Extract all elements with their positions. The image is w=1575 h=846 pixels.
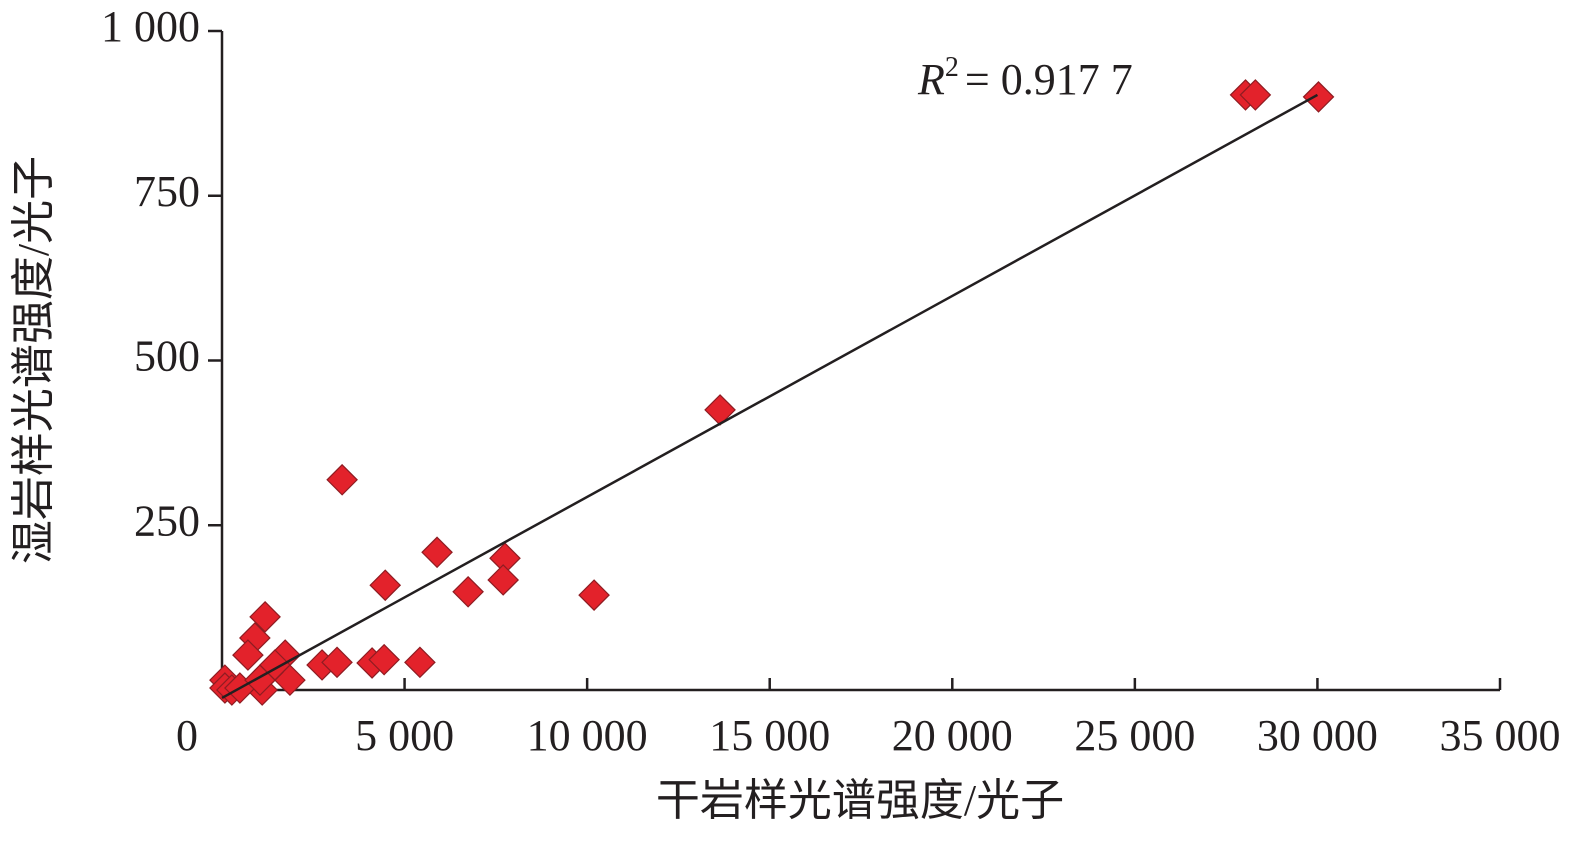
annotation-text: = 0.917 7: [965, 55, 1133, 104]
x-tick-label: 20 000: [892, 711, 1013, 760]
point: [1239, 79, 1272, 111]
y-axis-label: 湿岩样光谱强度/光子: [9, 156, 58, 564]
point: [232, 639, 264, 671]
x-tick-label: 25 000: [1074, 711, 1195, 760]
point: [249, 601, 281, 633]
point: [404, 646, 436, 679]
point: [578, 579, 610, 611]
annotation: R2 = 0.917 7: [917, 52, 1133, 104]
y-tick-label: 250: [134, 496, 200, 545]
point: [369, 569, 402, 602]
x-tick-label: 0: [176, 711, 198, 760]
y-tick-label: 1 000: [101, 2, 200, 51]
x-tick-label: 30 000: [1257, 711, 1378, 760]
x-axis-label: 干岩样光谱强度/光子: [656, 776, 1064, 825]
annotation-symbol: R: [917, 55, 945, 104]
annotation-exponent: 2: [945, 52, 959, 83]
point: [326, 463, 358, 496]
point: [452, 575, 484, 608]
point: [321, 646, 353, 679]
y-tick-label: 750: [134, 167, 200, 216]
point: [1302, 81, 1335, 113]
point: [487, 564, 520, 596]
point: [421, 536, 453, 569]
y-tick-label: 500: [134, 332, 200, 381]
x-tick-label: 35 000: [1440, 711, 1561, 760]
trendline: [221, 93, 1319, 700]
x-tick-label: 15 000: [709, 711, 830, 760]
point: [368, 643, 400, 676]
x-tick-label: 5 000: [355, 711, 454, 760]
x-tick-label: 10 000: [527, 711, 648, 760]
point: [704, 394, 736, 426]
